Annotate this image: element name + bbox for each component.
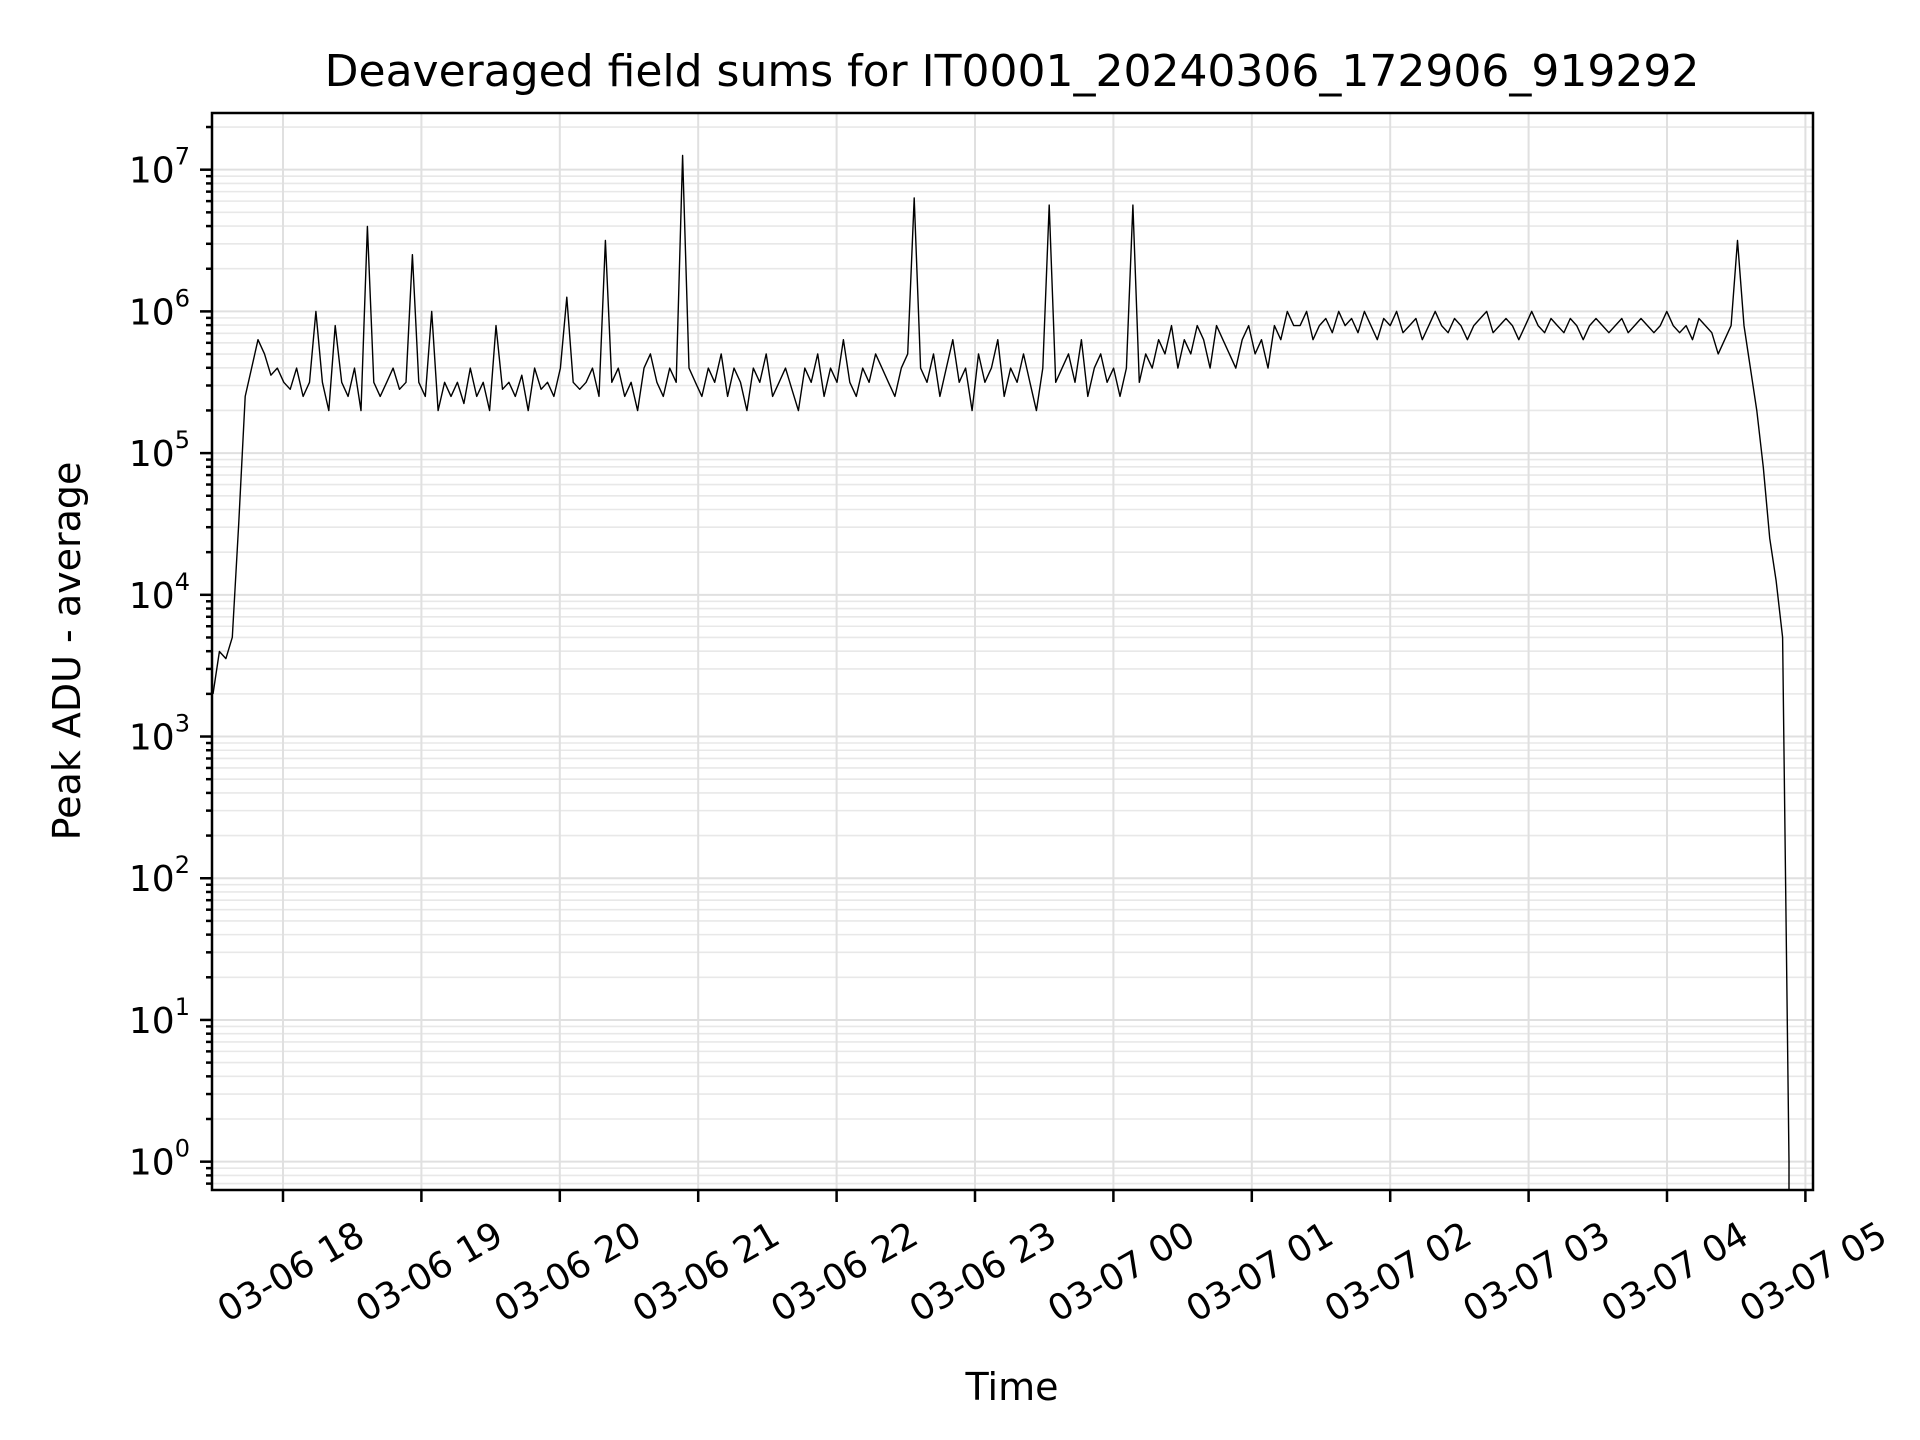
y-tick-label: 103 [129,710,190,759]
series-line [212,154,1790,1190]
y-axis-label: Peak ADU - average [45,462,89,841]
y-tick-label: 101 [129,993,190,1042]
grid [212,113,1813,1190]
y-tick-label: 104 [129,568,190,617]
y-tick-label: 102 [129,851,190,900]
y-tick-label: 100 [129,1135,190,1184]
x-axis-label: Time [965,1365,1059,1409]
y-tick-label: 106 [129,284,190,333]
y-tick-label: 107 [129,143,190,192]
y-axis: 100 101 102 103 104 105 106 107 [129,125,212,1185]
series-layer [212,154,1790,1190]
chart-title: Deaveraged field sums for IT0001_2024030… [325,46,1700,97]
y-tick-label: 105 [129,426,190,475]
